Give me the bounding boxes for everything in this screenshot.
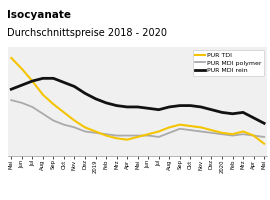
Text: Isocyanate: Isocyanate <box>7 10 71 20</box>
Text: © 2020 Kunststoff Information, Bad Homburg · www.kiweb.de: © 2020 Kunststoff Information, Bad Hombu… <box>5 188 188 194</box>
Text: Durchschnittspreise 2018 - 2020: Durchschnittspreise 2018 - 2020 <box>7 28 167 38</box>
Legend: PUR TDI, PUR MDI polymer, PUR MDI rein: PUR TDI, PUR MDI polymer, PUR MDI rein <box>193 50 264 75</box>
